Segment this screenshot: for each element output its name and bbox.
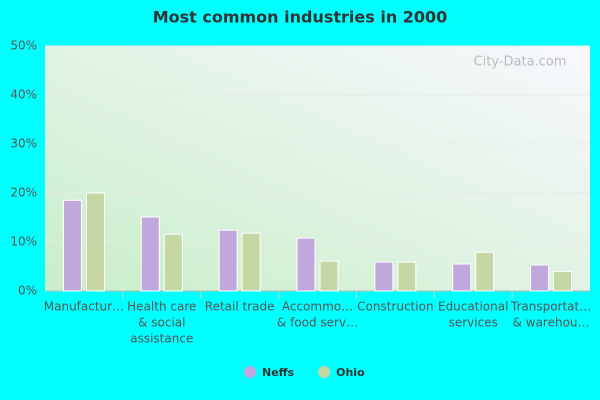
- plot-area: [45, 46, 590, 291]
- legend-swatch: [318, 366, 331, 378]
- bar: [374, 261, 394, 292]
- bar: [163, 233, 183, 292]
- watermark: City-Data.com: [474, 55, 567, 70]
- y-tick-label: 30%: [10, 137, 37, 151]
- bar: [218, 229, 238, 292]
- legend-label: Neffs: [262, 366, 295, 379]
- x-tick-label: Transportat…: [510, 300, 591, 314]
- bar: [62, 199, 82, 292]
- bar: [397, 261, 417, 292]
- x-tick-label: & warehou…: [513, 316, 590, 330]
- bar: [140, 216, 160, 292]
- bar: [319, 260, 339, 292]
- y-tick-label: 10%: [10, 235, 37, 249]
- bar: [475, 251, 495, 292]
- legend-label: Ohio: [336, 366, 365, 379]
- x-tick-label: Accommo…: [282, 300, 353, 314]
- x-tick-label: Construction: [357, 300, 433, 314]
- bar: [553, 270, 573, 292]
- bar: [452, 263, 472, 292]
- bar: [530, 264, 550, 292]
- x-tick-label: services: [449, 316, 498, 330]
- y-tick-label: 20%: [10, 186, 37, 200]
- x-tick-label: assistance: [130, 332, 193, 346]
- x-tick-label: Health care: [127, 300, 196, 314]
- y-tick-label: 40%: [10, 88, 37, 102]
- x-tick-label: Educational: [438, 300, 508, 314]
- chart-title: Most common industries in 2000: [153, 8, 448, 27]
- x-tick-label: Retail trade: [205, 300, 275, 314]
- bar: [85, 192, 105, 292]
- x-tick-label: & food serv…: [277, 316, 358, 330]
- y-tick-label: 0%: [18, 284, 37, 298]
- x-tick-label: & social: [138, 316, 185, 330]
- y-tick-label: 50%: [10, 39, 37, 53]
- legend-swatch: [244, 366, 256, 378]
- x-tick-label: Manufactur…: [44, 300, 124, 314]
- bar: [241, 232, 261, 292]
- bar: [296, 237, 316, 292]
